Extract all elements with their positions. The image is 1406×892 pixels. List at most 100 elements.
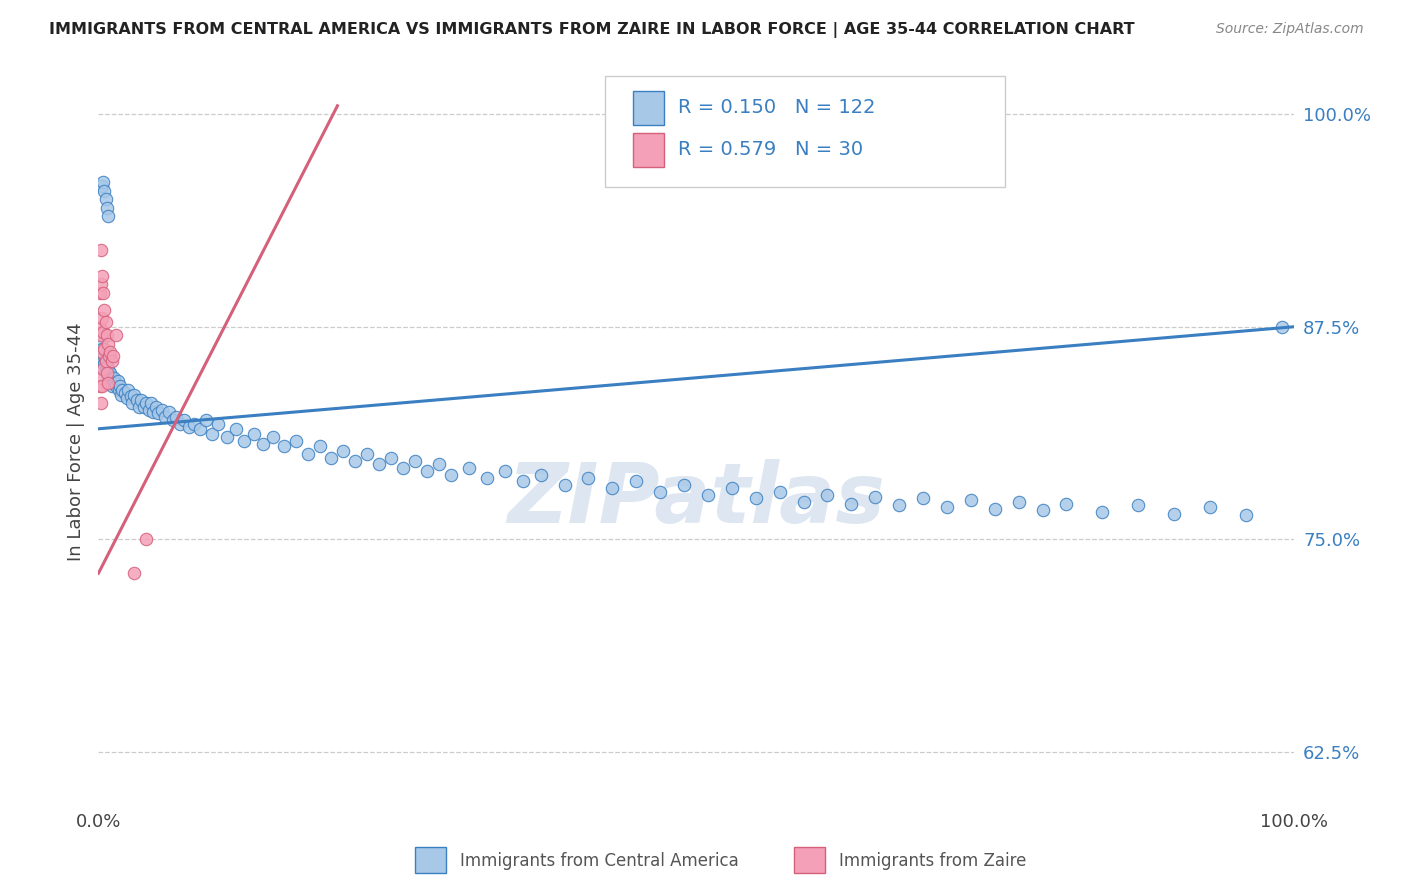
Point <box>183 417 205 431</box>
Point <box>91 342 114 356</box>
Point <box>815 488 838 502</box>
Point <box>98 366 122 380</box>
Point <box>100 353 122 368</box>
Point <box>90 371 112 385</box>
Text: Source: ZipAtlas.com: Source: ZipAtlas.com <box>1216 22 1364 37</box>
Point <box>578 471 600 485</box>
Point <box>243 426 266 441</box>
Point <box>91 352 114 367</box>
Point <box>91 268 114 283</box>
Point <box>252 437 274 451</box>
Point <box>145 400 167 414</box>
Point <box>262 430 284 444</box>
Point <box>117 383 139 397</box>
Point <box>138 403 160 417</box>
Point <box>297 447 319 461</box>
Point <box>416 464 439 478</box>
Point <box>1199 500 1222 514</box>
Point <box>97 336 120 351</box>
Point <box>1234 508 1257 523</box>
Point <box>494 464 516 478</box>
Point <box>90 396 112 410</box>
Point <box>98 374 122 388</box>
Point <box>179 420 201 434</box>
Point <box>1128 498 1150 512</box>
Point <box>673 478 696 492</box>
Point <box>107 383 129 397</box>
Point <box>97 369 120 384</box>
Point <box>91 311 114 326</box>
Point <box>94 315 117 329</box>
Point <box>344 454 367 468</box>
Point <box>94 192 117 206</box>
Point <box>96 328 118 343</box>
Point <box>332 443 354 458</box>
Point <box>89 319 111 334</box>
Point <box>90 277 112 292</box>
Point <box>155 409 177 424</box>
Point <box>356 447 378 461</box>
Point <box>94 353 117 368</box>
Point <box>96 359 118 373</box>
Point <box>960 493 983 508</box>
Point <box>89 379 111 393</box>
Point <box>101 376 124 390</box>
Point <box>392 461 415 475</box>
Point <box>97 376 120 390</box>
Point <box>96 201 118 215</box>
Text: ZIPatlas: ZIPatlas <box>508 458 884 540</box>
Point <box>308 439 330 453</box>
Point <box>889 498 911 512</box>
Point <box>93 357 115 371</box>
Text: Immigrants from Central America: Immigrants from Central America <box>460 852 738 870</box>
Point <box>93 349 115 363</box>
Point <box>169 417 191 431</box>
Point <box>139 396 162 410</box>
Point <box>98 345 122 359</box>
Point <box>626 475 648 489</box>
Text: R = 0.150   N = 122: R = 0.150 N = 122 <box>678 98 875 118</box>
Point <box>911 491 934 506</box>
Point <box>98 349 121 363</box>
Point <box>108 379 131 393</box>
Point <box>97 209 120 223</box>
Point <box>100 379 122 393</box>
Point <box>440 467 463 482</box>
Point <box>93 302 115 317</box>
Point <box>745 491 768 506</box>
Point <box>125 392 148 407</box>
Point <box>91 379 114 393</box>
Point <box>1008 495 1031 509</box>
Point <box>91 178 114 193</box>
Point <box>273 439 295 453</box>
Point <box>91 325 114 339</box>
Point <box>217 430 239 444</box>
Text: R = 0.579   N = 30: R = 0.579 N = 30 <box>678 140 863 160</box>
Point <box>105 328 128 343</box>
Point <box>96 366 118 380</box>
Point <box>841 497 863 511</box>
Point <box>233 434 256 448</box>
Point <box>554 478 576 492</box>
Point <box>165 409 187 424</box>
Point <box>91 345 114 359</box>
Point <box>91 175 114 189</box>
Point <box>1271 319 1294 334</box>
Point <box>458 461 481 475</box>
Point <box>768 484 790 499</box>
Point <box>124 566 146 581</box>
Point <box>128 400 150 414</box>
Point <box>321 450 343 465</box>
Point <box>97 362 120 376</box>
Point <box>1163 507 1185 521</box>
Point <box>101 349 124 363</box>
Point <box>96 366 118 380</box>
Point <box>90 359 112 373</box>
Point <box>380 450 402 465</box>
Point <box>98 372 121 386</box>
Point <box>89 353 111 368</box>
Point <box>100 371 122 385</box>
Point <box>530 467 553 482</box>
Point <box>150 403 173 417</box>
Point <box>697 488 720 502</box>
